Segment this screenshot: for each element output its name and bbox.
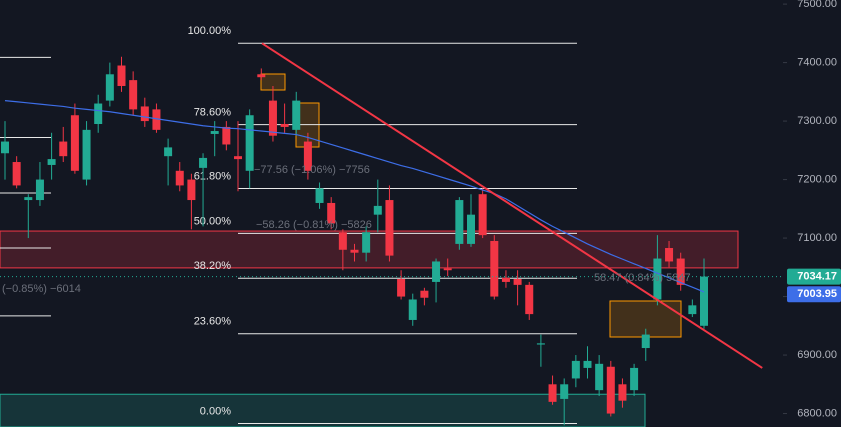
candle-body [606,366,615,414]
candle-body [47,159,56,165]
candle-body [210,131,219,134]
candle-body [560,384,569,399]
candle-body [24,197,33,201]
fib-label: 61.80% [194,170,232,182]
candle-body [199,157,208,168]
y-tick-label: 7100.00 [797,232,837,244]
candle-body [268,100,277,136]
last-price-label: 7034.17 [797,270,837,282]
annotation: 58.47 (0.84%) 5847 [594,272,691,284]
candle-body [257,74,266,78]
candle-body [513,279,522,285]
fib-label: 0.00% [200,405,231,417]
candle-body [59,141,68,157]
candle-body [222,126,231,145]
candle-body [245,115,254,171]
candle-body [501,277,510,282]
annotation: −58.26 (−0.81%) −5826 [256,219,372,231]
fib-label: 23.60% [194,316,232,328]
candle-body [12,162,21,186]
candle-body [362,232,371,253]
candle-body [583,360,592,368]
candle-body [653,258,662,300]
candle-body [338,232,347,250]
y-tick-label: 7500.00 [797,0,837,10]
candle-body [397,279,406,297]
candle-body [467,214,475,244]
candle-body [676,258,685,285]
candle-body [175,170,184,186]
candle-body [641,334,650,349]
moving-average [4,100,705,293]
y-tick-label: 6800.00 [797,407,837,419]
candle-body [665,248,674,262]
candle-body [432,261,441,282]
candle-body [35,179,44,201]
annotation: −77.56 (−1.06%) −7756 [254,164,370,176]
candle-body [618,384,627,401]
candle-body [373,205,382,215]
candle-body [478,194,487,236]
candle-body [140,106,149,122]
candle-body [385,200,394,256]
y-tick-label: 6900.00 [797,349,837,361]
candle-body [571,360,580,379]
candle-body [490,240,499,297]
ma-price-label: 7003.95 [797,288,837,300]
candle-body [536,343,545,345]
candle-body [630,367,639,391]
candle-body [455,200,464,244]
candle-body [164,147,173,157]
candle-body [234,156,242,160]
y-tick-label: 7200.00 [797,173,837,185]
candle-body [350,249,359,253]
candle-body [408,299,417,320]
candle-body [315,188,324,203]
candle-body [117,65,126,86]
candle-body [152,109,161,130]
candle-body [280,124,289,127]
candle-body [595,363,604,391]
fib-label: 50.00% [194,215,232,227]
candle-body [548,384,557,402]
candle-body [70,115,79,171]
candle-body [443,268,452,271]
candle-body [525,284,534,315]
candle-body [688,305,697,315]
annotation: (−0.85%) −6014 [2,283,81,295]
candle-body [292,100,301,130]
candle-body [82,129,91,180]
candle-body [187,179,196,201]
candle-body [105,74,114,101]
fib-label: 100.00% [188,25,232,37]
green-zone [0,393,646,427]
fib-label: 38.20% [194,260,232,272]
candle-body [700,276,708,326]
candle-body [94,103,103,125]
last-price-box [787,268,841,285]
candle-body [1,141,9,154]
y-tick-label: 7400.00 [797,56,837,68]
candle-body [420,290,429,298]
y-tick-label: 7300.00 [797,115,837,127]
ma-price-box [787,286,841,303]
candle-body [327,202,336,224]
trendline [261,42,763,369]
candle-body [129,80,138,110]
candle-body [303,141,312,171]
fib-label: 78.60% [194,107,232,119]
